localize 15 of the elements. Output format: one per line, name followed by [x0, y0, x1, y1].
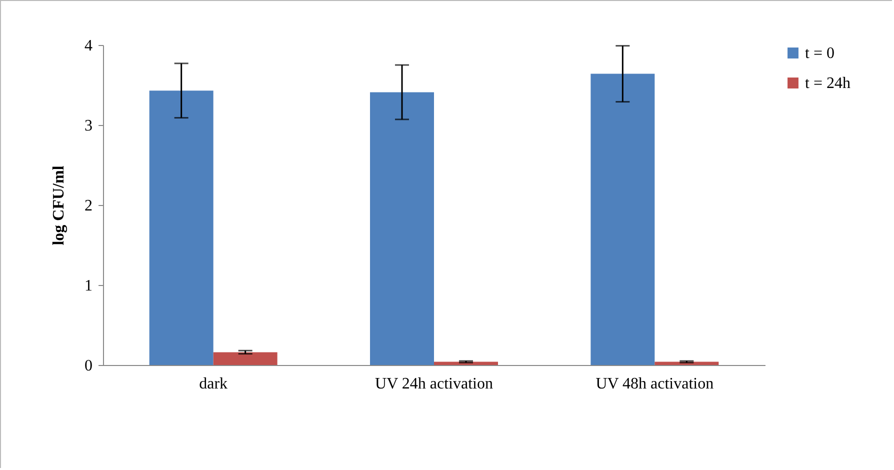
y-tick-label: 4: [84, 38, 92, 54]
bar: [590, 74, 655, 365]
bar: [149, 90, 214, 365]
x-tick-label: UV 48h activation: [596, 376, 714, 392]
y-axis-title: log CFU/ml: [50, 165, 68, 246]
y-tick-label: 0: [84, 358, 92, 374]
x-tick-label: dark: [199, 376, 228, 392]
bar: [213, 352, 278, 365]
x-tick-label: UV 24h activation: [375, 376, 493, 392]
bar: [370, 92, 434, 365]
legend-label: t = 0: [805, 45, 834, 62]
y-tick-label: 3: [84, 118, 92, 134]
legend-label: t = 24h: [805, 75, 850, 92]
y-tick-label: 1: [84, 278, 92, 294]
y-tick-label: 2: [84, 198, 92, 214]
